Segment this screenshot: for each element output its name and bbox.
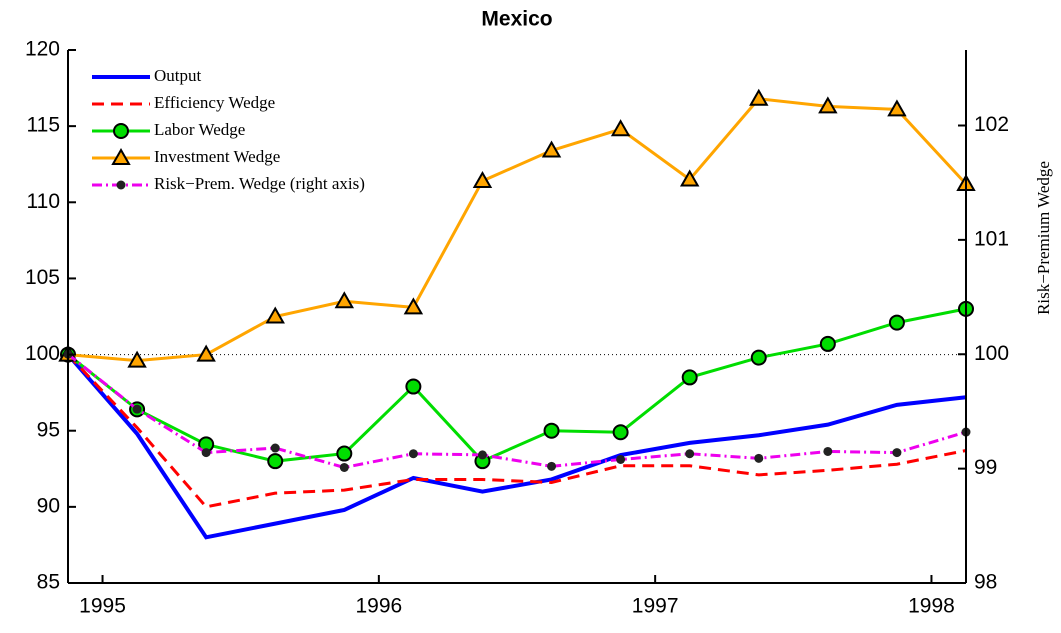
marker [405,378,422,395]
marker [887,99,907,117]
marker [265,306,285,324]
y-tick-label: 105 [25,266,60,289]
marker [267,453,284,470]
marker [408,449,418,459]
legend-label: Risk−Prem. Wedge (right axis) [154,174,365,193]
marker [888,314,905,331]
y2-tick-label: 99 [974,456,997,479]
y-tick-label: 120 [25,38,60,61]
marker [612,424,629,441]
marker [336,445,353,462]
marker [681,369,698,386]
y2-tick-label: 100 [974,342,1009,365]
marker [111,147,131,165]
y-tick-label: 95 [37,418,60,441]
marker [892,448,902,458]
marker [685,449,695,459]
marker [823,446,833,456]
marker [610,119,631,137]
marker [754,453,764,463]
marker [477,450,487,460]
series-line [66,353,967,540]
marker [270,443,280,453]
marker [196,344,216,362]
series-line [66,353,967,509]
marker [132,404,142,414]
legend-label: Output [154,66,202,85]
series-line [67,97,968,363]
series-line [67,307,967,463]
marker [547,461,557,471]
y2-tick-label: 98 [974,571,997,594]
marker [543,422,560,439]
marker [616,454,626,464]
marker [334,291,355,309]
marker [749,88,769,106]
x-tick-label: 1997 [632,595,679,618]
marker [541,140,562,158]
x-tick-label: 1995 [79,595,126,618]
chart-title: Mexico [481,8,552,31]
y-tick-label: 100 [25,342,60,365]
legend-label: Investment Wedge [154,147,280,166]
marker [679,169,700,187]
marker [403,297,424,315]
y2-axis-label: Risk−Premium Wedge [1034,161,1053,315]
legend-label: Efficiency Wedge [154,93,275,112]
series-line [67,353,967,470]
y-tick-label: 85 [37,571,60,594]
marker [201,448,211,458]
y-tick-label: 115 [27,114,60,137]
marker [127,350,147,368]
marker [472,170,493,188]
y-tick-label: 90 [37,494,60,517]
x-tick-label: 1996 [355,595,402,618]
marker [113,123,129,139]
y2-tick-label: 101 [974,227,1009,250]
y2-tick-label: 102 [974,113,1009,136]
marker [339,462,349,472]
marker [818,96,838,114]
marker [116,180,126,190]
marker [750,349,767,366]
y-tick-label: 110 [27,190,60,213]
marker [819,335,836,352]
legend-label: Labor Wedge [154,120,245,139]
x-tick-label: 1998 [908,595,955,618]
